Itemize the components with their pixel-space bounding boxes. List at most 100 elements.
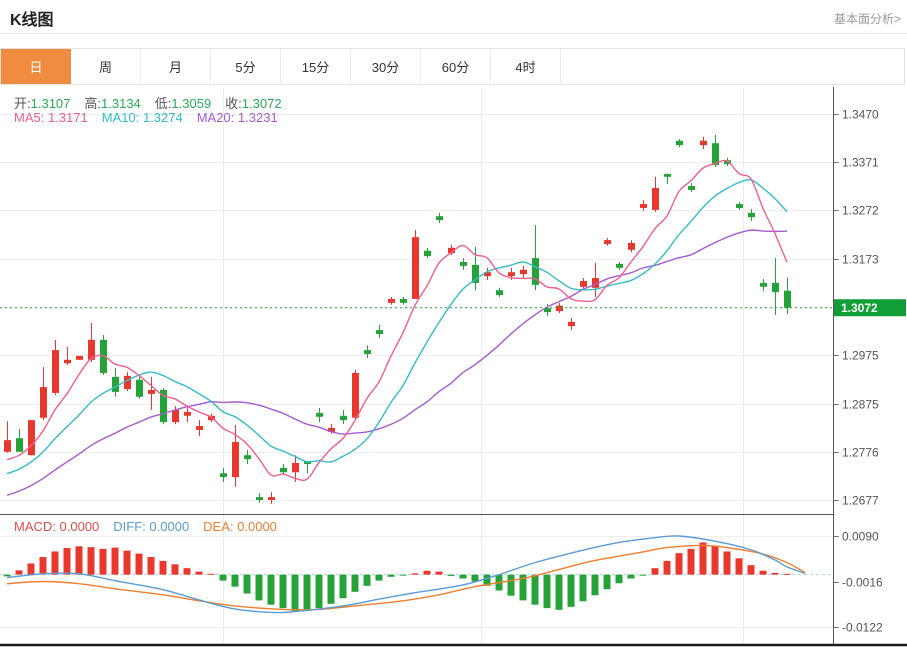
candle-body: [28, 420, 35, 456]
candle-body: [340, 415, 347, 421]
current-price-tag-label: 1.3072: [841, 301, 878, 315]
macd-bar: [399, 574, 407, 576]
tab-60分[interactable]: 60分: [421, 49, 491, 84]
candle-body: [124, 375, 131, 390]
candle-body: [544, 308, 551, 313]
tab-15分[interactable]: 15分: [281, 49, 351, 84]
tab-5分[interactable]: 5分: [211, 49, 281, 84]
macd-bar: [87, 547, 95, 575]
macd-bar: [591, 574, 599, 596]
macd-bar: [291, 574, 299, 612]
candle-body: [616, 263, 623, 268]
macd-bar: [363, 574, 371, 586]
candle-body: [160, 389, 167, 423]
macd-bar: [171, 564, 179, 575]
macd-bar: [507, 574, 515, 596]
macd-bar: [111, 547, 119, 575]
candle-body: [376, 330, 383, 335]
dea-value: 0.0000: [237, 519, 277, 534]
candle-body: [316, 412, 323, 417]
macd-bar: [339, 574, 347, 599]
macd-bar: [375, 574, 383, 581]
low-value: 1.3059: [171, 96, 212, 111]
open-label: 开:: [14, 96, 31, 111]
candle-body: [268, 497, 275, 500]
interval-tabs: 日周月 5分 15分 30分 60分 4时: [0, 48, 905, 85]
macd-bar: [243, 574, 251, 594]
price-tick-label: 1.3470: [842, 108, 879, 122]
macd-bar: [387, 574, 395, 577]
candle-body: [700, 140, 707, 146]
candle-body: [436, 216, 443, 221]
candle-body: [652, 187, 659, 210]
macd-bar: [627, 574, 635, 579]
close-value: 1.3072: [241, 96, 282, 111]
macd-bar: [315, 574, 323, 609]
macd-bar: [147, 557, 155, 575]
macd-bar: [663, 560, 671, 575]
macd-bar: [711, 545, 719, 575]
candle-body: [256, 497, 263, 500]
tab-月[interactable]: 月: [141, 49, 211, 84]
macd-bar: [759, 570, 767, 575]
candle-body: [388, 298, 395, 303]
ma5-value: 1.3171: [47, 110, 88, 125]
macd-bar: [771, 572, 779, 575]
macd-bar: [519, 574, 527, 601]
macd-bar: [639, 574, 647, 576]
ma10-label: MA10:: [101, 110, 140, 125]
ma20-value: 1.3231: [237, 110, 278, 125]
candle-body: [640, 204, 647, 208]
macd-bar: [75, 546, 83, 575]
macd-bar: [327, 574, 335, 604]
macd-label: MACD:: [14, 519, 56, 534]
price-tick-label: 1.3272: [842, 204, 879, 218]
price-tick-label: 1.3173: [842, 253, 879, 267]
candle-body: [784, 290, 791, 308]
low-label: 低:: [154, 96, 172, 111]
candle-body: [484, 272, 491, 277]
ohlc-legend: 开:1.3107 高:1.3134 低:1.3059 收:1.3072: [14, 93, 296, 112]
ma10-line: [6, 178, 788, 475]
tab-周[interactable]: 周: [71, 49, 141, 84]
candle-body: [364, 350, 371, 354]
candle-body: [196, 426, 203, 430]
macd-bar: [603, 574, 611, 590]
macd-bar: [531, 574, 539, 605]
candle-body: [412, 237, 419, 299]
tab-4时[interactable]: 4时: [491, 49, 561, 84]
macd-bar: [699, 542, 707, 575]
tab-30分[interactable]: 30分: [351, 49, 421, 84]
page-title: K线图: [10, 12, 54, 29]
candle-body: [604, 240, 611, 244]
fundamental-analysis-link[interactable]: 基本面分析>: [833, 12, 901, 26]
macd-bar: [651, 568, 659, 575]
candle-body: [76, 355, 83, 360]
macd-bar: [159, 560, 167, 575]
candle-body: [664, 173, 671, 177]
macd-bar: [687, 548, 695, 575]
candle-body: [4, 440, 11, 452]
candle-body: [400, 298, 407, 303]
macd-bar: [735, 558, 743, 575]
ma20-label: MA20:: [196, 110, 235, 125]
tab-日[interactable]: 日: [1, 49, 71, 84]
ma10-value: 1.3274: [142, 110, 183, 125]
macd-bar: [411, 573, 419, 575]
macd-bar: [675, 553, 683, 575]
candle-body: [304, 461, 311, 464]
candle-body: [736, 204, 743, 208]
current-price-tag: [834, 299, 906, 317]
macd-bar: [39, 557, 47, 575]
high-value: 1.3134: [101, 96, 141, 111]
macd-bar: [63, 548, 71, 575]
candle-body: [472, 264, 479, 283]
candle-body: [580, 280, 587, 287]
header-divider: [0, 33, 907, 34]
price-tick-label: 1.3371: [842, 156, 879, 170]
candle-body: [628, 242, 635, 250]
candle-body: [592, 278, 599, 288]
macd-bar: [543, 574, 551, 609]
